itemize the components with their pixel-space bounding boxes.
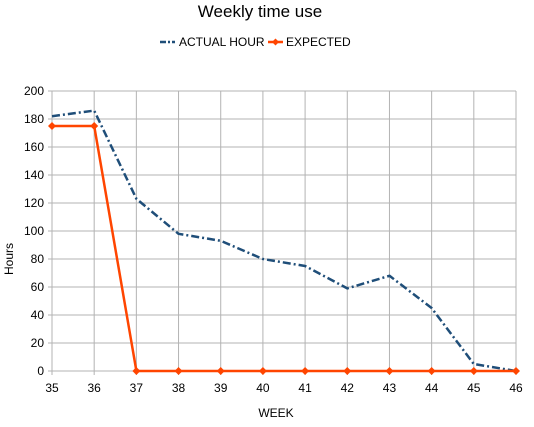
expected-data-point bbox=[216, 367, 225, 375]
y-tick-label: 120 bbox=[24, 196, 44, 210]
x-tick-label: 38 bbox=[172, 381, 186, 395]
series-line-expected bbox=[52, 124, 516, 373]
expected-data-point bbox=[301, 367, 310, 375]
expected-data-point bbox=[469, 367, 478, 375]
x-axis-label: WEEK bbox=[258, 406, 293, 420]
y-tick-label: 40 bbox=[31, 308, 45, 322]
y-tick-label: 140 bbox=[24, 168, 44, 182]
expected-data-point bbox=[512, 367, 520, 375]
x-tick-label: 36 bbox=[88, 381, 102, 395]
y-tick-label: 60 bbox=[31, 280, 45, 294]
series-line-actual bbox=[51, 109, 517, 373]
legend-item-expected: EXPECTED bbox=[268, 35, 351, 49]
expected-data-point bbox=[132, 367, 141, 375]
expected-data-point bbox=[258, 367, 267, 375]
x-tick-label: 37 bbox=[130, 381, 144, 395]
expected-data-point bbox=[385, 367, 394, 375]
y-tick-label: 200 bbox=[24, 84, 44, 98]
y-tick-label: 160 bbox=[24, 140, 44, 154]
gridlines bbox=[51, 90, 517, 372]
legend-label-expected: EXPECTED bbox=[286, 35, 351, 49]
expected-data-point bbox=[343, 367, 352, 375]
x-tick-label: 45 bbox=[467, 381, 481, 395]
y-tick-label: 0 bbox=[37, 364, 44, 378]
x-tick-label: 41 bbox=[298, 381, 312, 395]
legend: ACTUAL HOUR EXPECTED bbox=[160, 35, 351, 49]
chart-title: Weekly time use bbox=[198, 2, 322, 21]
y-tick-label: 100 bbox=[24, 224, 44, 238]
expected-data-point bbox=[427, 367, 436, 375]
y-axis-ticks: 0 20 40 60 80 100 120 140 160 180 200 bbox=[24, 84, 52, 378]
x-tick-label: 43 bbox=[383, 381, 397, 395]
x-tick-label: 46 bbox=[509, 381, 523, 395]
y-axis-label: Hours bbox=[2, 243, 16, 275]
legend-item-actual: ACTUAL HOUR bbox=[160, 35, 265, 49]
series-layer bbox=[48, 109, 520, 375]
x-axis-ticks: 35 36 37 38 39 40 41 42 43 44 45 46 bbox=[45, 371, 523, 395]
legend-label-actual: ACTUAL HOUR bbox=[179, 35, 265, 49]
x-tick-label: 44 bbox=[425, 381, 439, 395]
y-tick-label: 180 bbox=[24, 112, 44, 126]
legend-marker-expected bbox=[272, 38, 279, 46]
expected-data-point bbox=[174, 367, 183, 375]
x-tick-label: 42 bbox=[341, 381, 355, 395]
y-tick-label: 20 bbox=[31, 336, 45, 350]
expected-data-point bbox=[90, 122, 99, 130]
x-tick-label: 39 bbox=[214, 381, 228, 395]
y-tick-label: 80 bbox=[31, 252, 45, 266]
x-tick-label: 40 bbox=[256, 381, 270, 395]
x-tick-label: 35 bbox=[45, 381, 59, 395]
expected-data-point bbox=[48, 122, 56, 130]
chart-title-text: Weekly time use bbox=[198, 2, 322, 21]
